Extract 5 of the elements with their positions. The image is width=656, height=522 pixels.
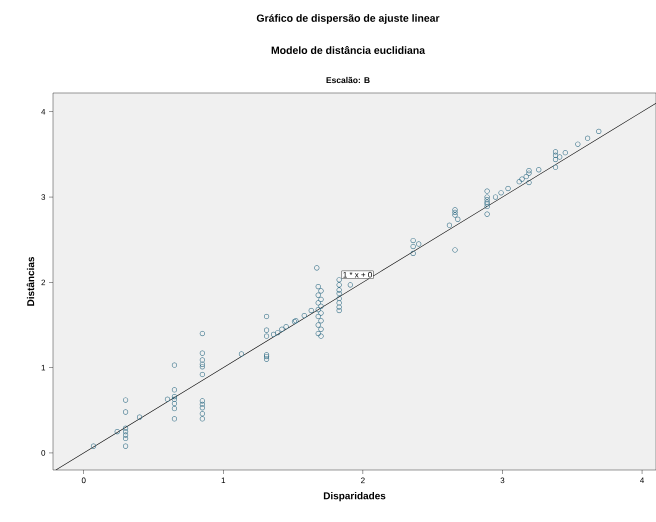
y-axis-title: Distâncias [26, 256, 34, 306]
x-axis-title: Disparidades [324, 492, 386, 502]
chart-title: Gráfico de dispersão de ajuste linear [256, 14, 440, 24]
text: Escalão: B [326, 76, 370, 84]
chart-subtitle: Modelo de distância euclidiana [272, 46, 426, 54]
